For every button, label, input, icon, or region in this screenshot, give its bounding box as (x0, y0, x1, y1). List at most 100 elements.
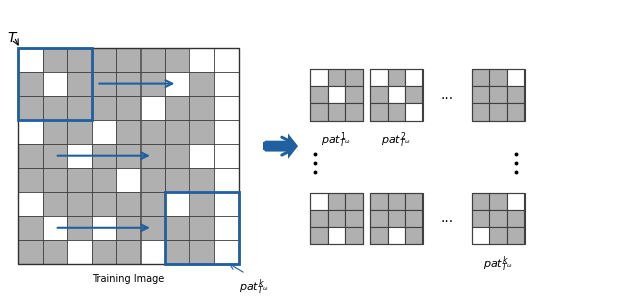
Bar (92, 216, 116, 240)
Bar (214, 144, 238, 168)
Bar (472, 210, 490, 227)
Bar (405, 193, 422, 210)
Bar (328, 104, 345, 121)
Bar (328, 69, 345, 86)
Bar (472, 104, 490, 121)
Bar (387, 227, 405, 244)
Bar (387, 210, 405, 227)
Bar (165, 192, 238, 264)
Bar (472, 193, 525, 244)
Bar (328, 193, 345, 210)
Bar (141, 96, 165, 119)
Bar (387, 104, 405, 121)
Bar (345, 193, 363, 210)
Bar (165, 48, 190, 72)
Bar (310, 193, 328, 210)
Bar (116, 168, 141, 192)
Bar (18, 168, 43, 192)
Text: $pat^{k}_{T^{\omega}}$: $pat^{k}_{T^{\omega}}$ (483, 254, 513, 274)
Bar (370, 69, 387, 86)
Bar (190, 240, 214, 264)
Bar (328, 227, 345, 244)
Bar (405, 210, 422, 227)
Bar (472, 86, 490, 104)
Bar (387, 69, 405, 86)
Bar (116, 216, 141, 240)
Bar (165, 168, 190, 192)
Bar (405, 86, 422, 104)
Bar (43, 192, 67, 216)
Bar (345, 86, 363, 104)
Bar (18, 240, 43, 264)
Bar (214, 216, 238, 240)
Bar (328, 210, 345, 227)
Bar (165, 240, 190, 264)
Bar (472, 69, 525, 121)
Bar (67, 96, 92, 119)
Bar (310, 210, 328, 227)
Bar (67, 240, 92, 264)
Bar (92, 144, 116, 168)
Bar (67, 216, 92, 240)
Bar (67, 72, 92, 96)
Bar (141, 144, 165, 168)
Bar (214, 96, 238, 119)
Bar (370, 210, 387, 227)
Bar (310, 69, 328, 86)
Bar (214, 192, 238, 216)
Bar (190, 216, 214, 240)
Bar (116, 96, 141, 119)
Bar (214, 168, 238, 192)
Bar (507, 210, 525, 227)
Bar (345, 69, 363, 86)
Bar (116, 119, 141, 144)
Bar (116, 240, 141, 264)
Bar (116, 48, 141, 72)
Bar (345, 227, 363, 244)
Bar (472, 193, 490, 210)
Bar (214, 240, 238, 264)
Bar (507, 227, 525, 244)
Bar (310, 193, 363, 244)
Bar (92, 168, 116, 192)
Bar (507, 104, 525, 121)
Bar (472, 69, 490, 86)
Bar (165, 119, 190, 144)
Bar (472, 227, 490, 244)
Text: $pat^{k}_{T^{\omega}}$: $pat^{k}_{T^{\omega}}$ (238, 278, 268, 297)
Bar (190, 48, 214, 72)
Bar (490, 227, 507, 244)
Bar (43, 48, 67, 72)
Bar (190, 144, 214, 168)
Bar (92, 96, 116, 119)
Bar (141, 168, 165, 192)
Bar (507, 86, 525, 104)
Bar (165, 96, 190, 119)
Bar (507, 193, 525, 210)
Bar (18, 48, 238, 264)
Polygon shape (288, 133, 298, 159)
Bar (141, 72, 165, 96)
Bar (165, 192, 190, 216)
Bar (43, 216, 67, 240)
Bar (18, 119, 43, 144)
Bar (141, 192, 165, 216)
Bar (310, 69, 363, 121)
Bar (490, 86, 507, 104)
Bar (405, 69, 422, 86)
Text: Training Image: Training Image (92, 274, 164, 284)
Bar (92, 240, 116, 264)
Bar (345, 210, 363, 227)
Bar (67, 144, 92, 168)
Bar (507, 69, 525, 86)
Bar (387, 86, 405, 104)
Bar (387, 193, 405, 210)
Bar (92, 192, 116, 216)
Text: ...: ... (441, 211, 454, 225)
Bar (43, 96, 67, 119)
Text: T: T (8, 31, 17, 45)
Bar (214, 119, 238, 144)
Bar (116, 192, 141, 216)
Bar (214, 48, 238, 72)
Bar (345, 104, 363, 121)
